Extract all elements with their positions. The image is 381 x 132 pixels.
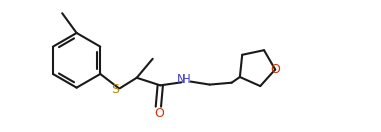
Text: H: H [182,73,190,86]
Text: N: N [176,73,185,86]
Text: O: O [154,107,164,120]
Text: O: O [270,63,280,76]
Text: S: S [111,83,119,96]
